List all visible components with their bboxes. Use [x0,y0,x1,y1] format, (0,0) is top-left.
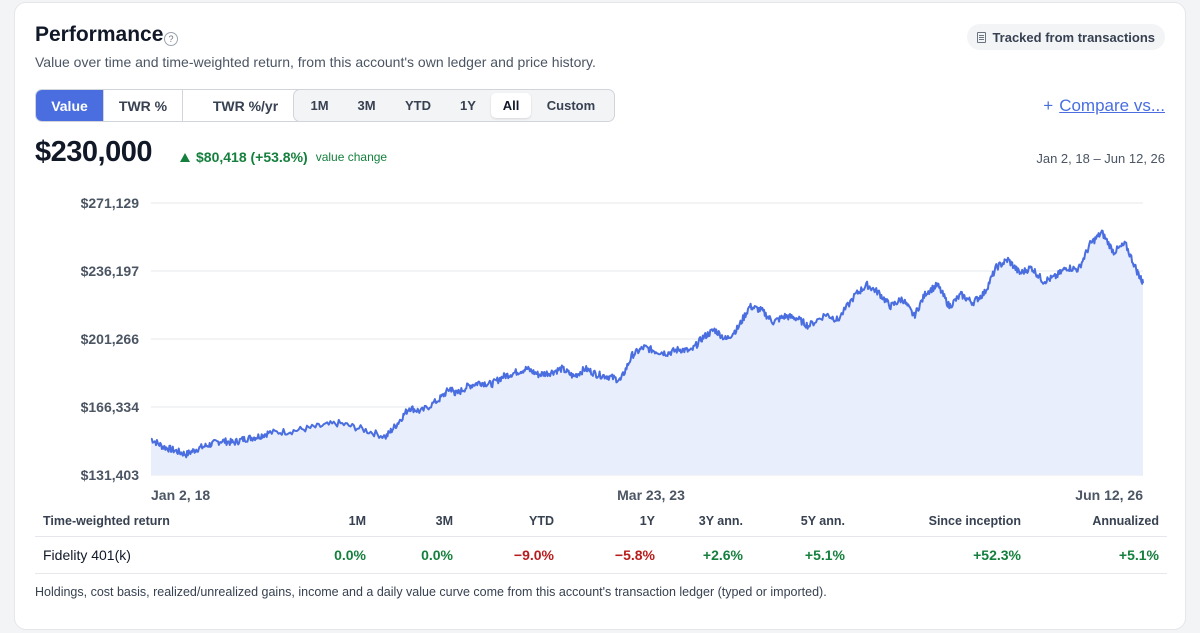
footnote: Holdings, cost basis, realized/unrealize… [35,585,827,599]
plus-icon: + [1043,96,1054,115]
tracked-badge: Tracked from transactions [967,24,1165,50]
twr-header-label: Time-weighted return [43,514,170,528]
twr-cell-1y: −5.8% [614,547,655,563]
twr-header-1y: 1Y [639,514,655,528]
range-ytd[interactable]: YTD [405,98,431,113]
page-title: Performance [35,23,164,46]
tab-twr[interactable]: TWR % [104,90,183,121]
x-tick-label: Jan 2, 18 [151,487,210,503]
value-area [151,230,1143,475]
y-tick-label: $166,334 [81,399,140,415]
twr-header-inception: Since inception [928,514,1021,528]
twr-header-1m: 1M [348,514,366,528]
twr-cell-3m: 0.0% [421,547,453,563]
y-tick-label: $201,266 [81,331,140,347]
document-icon [977,31,987,43]
value-line [150,229,1144,459]
range-toggle: 1M 3M YTD 1Y All Custom [293,89,615,122]
range-3m[interactable]: 3M [357,98,376,113]
arrow-up-icon [180,152,190,162]
table-row: Fidelity 401(k) 0.0% 0.0% −9.0% −5.8% +2… [35,537,1167,574]
twr-table: Time-weighted return 1M 3M YTD 1Y 3Y ann… [35,506,1167,574]
x-axis: Jan 2, 18 Mar 23, 23 Jun 12, 26 [151,487,1143,503]
range-custom[interactable]: Custom [546,98,596,113]
tab-value[interactable]: Value [36,90,104,121]
value-change-amount: $80,418 (+53.8%) [196,149,308,165]
twr-header-3m: 3M [435,514,453,528]
twr-cell-3y: +2.6% [702,547,743,563]
twr-cell-ytd: −9.0% [513,547,554,563]
range-1m[interactable]: 1M [310,98,329,113]
twr-cell-annualized: +5.1% [1118,547,1159,563]
help-icon[interactable]: ? [164,32,178,46]
compare-label: Compare vs... [1059,96,1165,115]
y-tick-label: $236,197 [81,263,140,279]
tab-twr-annual[interactable]: TWR %/yr [212,97,279,114]
twr-header-5y: 5Y ann. [800,514,845,528]
twr-header-annualized: Annualized [1092,514,1159,528]
twr-header-3y: 3Y ann. [698,514,743,528]
x-tick-label: Mar 23, 23 [617,487,685,503]
range-1y[interactable]: 1Y [460,98,476,113]
twr-header-ytd: YTD [529,514,554,528]
mode-toggle: Value TWR % TWR %/yr [35,89,309,122]
compare-link[interactable]: + Compare vs... [1043,96,1165,116]
twr-cell-inception: +52.3% [973,547,1021,563]
range-all[interactable]: All [491,93,531,118]
x-tick-label: Jun 12, 26 [1075,487,1143,503]
value-change-label: value change [315,150,388,164]
current-value: $230,000 [35,136,152,168]
value-change: $80,418 (+53.8%) value change [180,149,387,165]
y-axis: $271,129 $236,197 $201,266 $166,334 $131,403 [81,195,140,483]
date-range: Jan 2, 18 – Jun 12, 26 [1036,151,1165,166]
twr-cell-1m: 0.0% [334,547,366,563]
value-chart: $271,129 $236,197 $201,266 $166,334 $131,403… [81,195,1144,503]
twr-row-name: Fidelity 401(k) [43,547,131,563]
twr-cell-5y: +5.1% [804,547,845,563]
y-tick-label: $131,403 [81,467,140,483]
twr-header-row: Time-weighted return 1M 3M YTD 1Y 3Y ann… [35,506,1167,537]
tracked-badge-label: Tracked from transactions [992,29,1155,45]
page-subtitle: Value over time and time-weighted return… [35,54,596,70]
y-tick-label: $271,129 [81,195,140,211]
